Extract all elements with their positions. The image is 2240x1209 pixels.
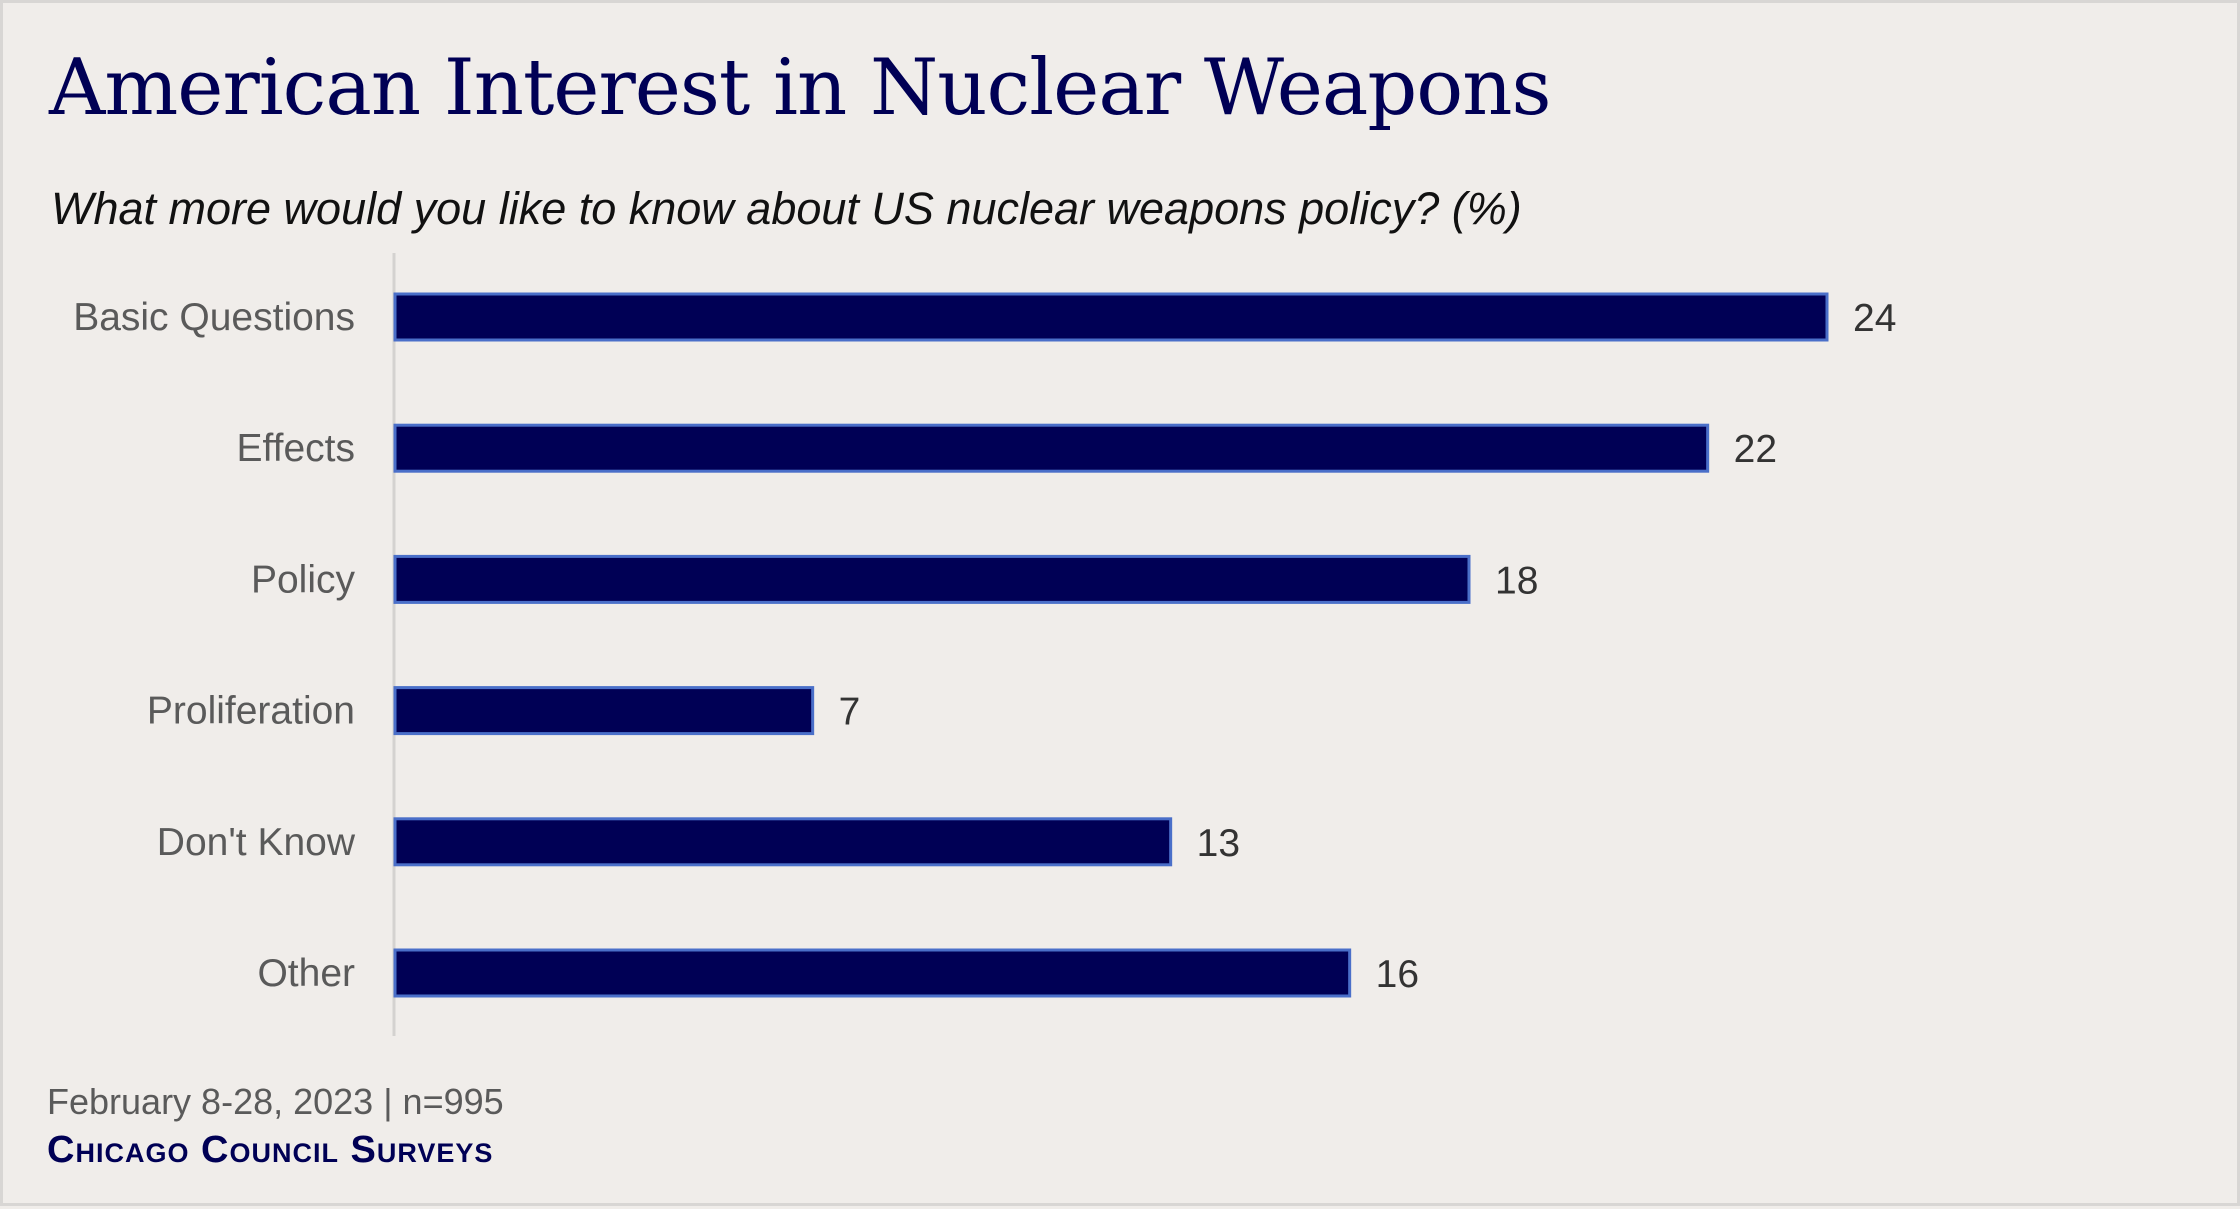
bar bbox=[393, 554, 1471, 604]
survey-date-sample: February 8-28, 2023 | n=995 bbox=[47, 1081, 504, 1122]
chart-subtitle: What more would you like to know about U… bbox=[51, 183, 1522, 234]
category-label: Don't Know bbox=[157, 821, 356, 864]
data-label: 22 bbox=[1734, 428, 1777, 471]
data-label: 13 bbox=[1197, 822, 1240, 865]
data-label: 16 bbox=[1376, 953, 1419, 996]
category-label: Other bbox=[257, 952, 355, 995]
chicago-council-logo: Chicago Council Surveys bbox=[47, 1129, 494, 1171]
bar bbox=[393, 686, 815, 736]
category-label: Proliferation bbox=[147, 690, 355, 733]
category-label: Basic Questions bbox=[73, 296, 355, 339]
category-label: Effects bbox=[236, 427, 355, 470]
bar bbox=[393, 948, 1352, 998]
chart-title: American Interest in Nuclear Weapons bbox=[49, 43, 1552, 133]
data-label: 18 bbox=[1495, 559, 1538, 602]
bar bbox=[393, 292, 1829, 342]
bar-chart: Basic Questions 24 Effects 22 Policy 18 Prolif… bbox=[73, 253, 1896, 1036]
data-label: 24 bbox=[1853, 297, 1896, 340]
bar bbox=[393, 817, 1173, 867]
bar bbox=[393, 423, 1710, 473]
category-label: Policy bbox=[251, 558, 356, 601]
data-label: 7 bbox=[839, 691, 861, 734]
